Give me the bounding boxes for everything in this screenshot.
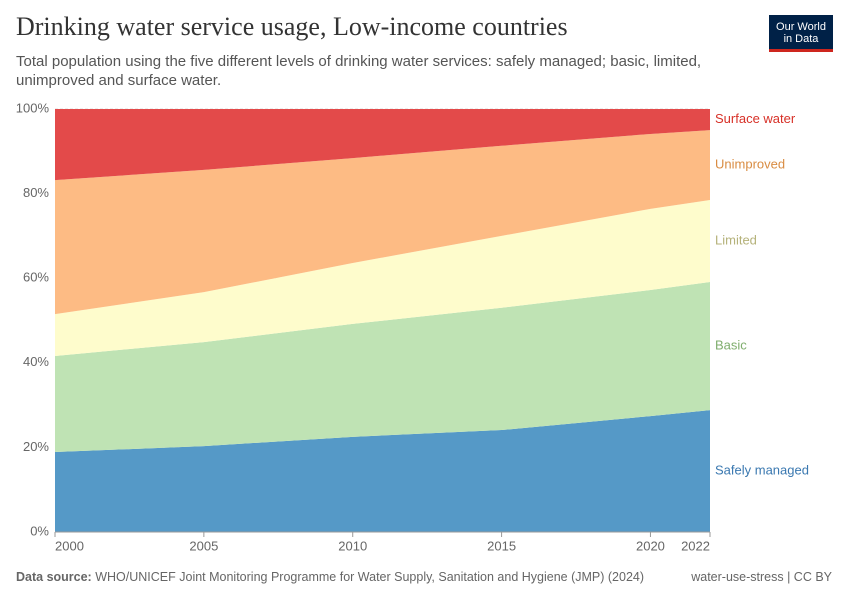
y-tick-label: 0% xyxy=(30,523,49,538)
x-tick-label: 2005 xyxy=(189,538,218,553)
logo-line: Our World xyxy=(776,21,826,33)
y-tick-label: 80% xyxy=(23,185,49,200)
area xyxy=(55,282,710,453)
y-tick-label: 40% xyxy=(23,354,49,369)
legend-label: Unimproved xyxy=(715,156,785,171)
area xyxy=(55,410,710,532)
y-tick-label: 20% xyxy=(23,439,49,454)
x-tick-label: 2022 xyxy=(681,538,710,553)
source: WHO/UNICEF Joint Monitoring Programme fo… xyxy=(95,570,645,584)
chart-title: Drinking water service usage, Low-income… xyxy=(16,12,568,41)
legend-label: Basic xyxy=(715,338,747,353)
legend-label: Surface water xyxy=(715,111,796,126)
logo[interactable]: Our World in Data xyxy=(769,15,833,52)
area xyxy=(55,130,710,315)
footer: Data source: WHO/UNICEF Joint Monitoring… xyxy=(16,570,832,584)
source-label: Data source: xyxy=(16,570,92,584)
x-tick-label: 2000 xyxy=(55,538,84,553)
legend-label: Limited xyxy=(715,232,757,247)
y-tick-label: 60% xyxy=(23,270,49,285)
y-tick-label: 100% xyxy=(16,100,50,115)
x-tick-label: 2020 xyxy=(636,538,665,553)
chart-subtitle: Total population using the five differen… xyxy=(16,53,702,89)
area xyxy=(55,109,710,181)
area xyxy=(55,199,710,357)
x-tick-label: 2015 xyxy=(487,538,516,553)
logo-line: in Data xyxy=(783,33,819,45)
chart: 0% 20% 40% 60% 80% 100% Safely managed Basic Lim… xyxy=(16,100,809,553)
x-tick-label: 2010 xyxy=(338,538,367,553)
legend-label: Safely managed xyxy=(715,463,809,478)
footer-right: water-use-stress | CC BY xyxy=(691,570,832,584)
